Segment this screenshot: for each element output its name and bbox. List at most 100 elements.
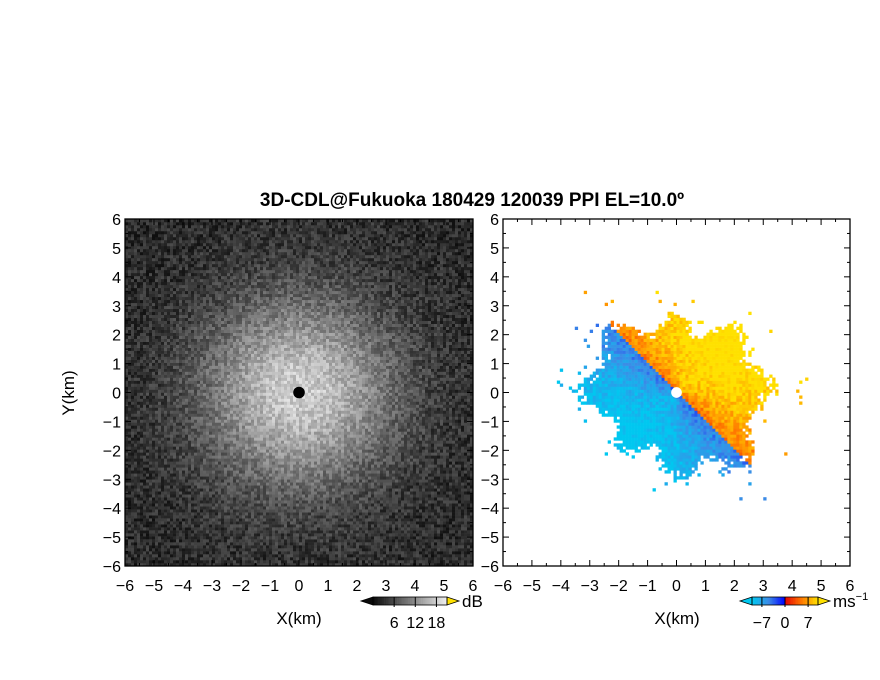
reflectivity-cell (152, 446, 156, 450)
reflectivity-cell (191, 506, 195, 510)
reflectivity-cell (158, 269, 162, 274)
reflectivity-cell (149, 554, 153, 558)
reflectivity-cell (224, 443, 228, 447)
reflectivity-cell (155, 530, 159, 534)
reflectivity-cell (245, 497, 249, 501)
reflectivity-cell (152, 329, 156, 333)
reflectivity-cell (251, 512, 255, 516)
reflectivity-cell (143, 470, 147, 474)
reflectivity-cell (146, 452, 150, 456)
reflectivity-cell (188, 428, 192, 432)
reflectivity-cell (230, 305, 234, 310)
reflectivity-cell (218, 443, 222, 447)
reflectivity-cell (212, 560, 216, 564)
reflectivity-cell (248, 359, 252, 363)
reflectivity-cell (137, 320, 141, 324)
reflectivity-cell (203, 272, 207, 277)
reflectivity-cell (197, 287, 201, 292)
reflectivity-cell (218, 509, 222, 513)
reflectivity-cell (143, 377, 147, 381)
reflectivity-cell (158, 323, 162, 327)
reflectivity-cell (137, 323, 141, 327)
reflectivity-cell (200, 521, 204, 525)
reflectivity-cell (239, 440, 243, 444)
reflectivity-cell (209, 431, 213, 435)
reflectivity-cell (170, 386, 174, 390)
reflectivity-cell (233, 263, 237, 268)
reflectivity-cell (131, 329, 135, 333)
reflectivity-cell (206, 272, 210, 277)
reflectivity-cell (137, 278, 141, 283)
reflectivity-cell (170, 446, 174, 450)
reflectivity-cell (239, 464, 243, 468)
reflectivity-cell (212, 425, 216, 429)
reflectivity-cell (182, 422, 186, 426)
reflectivity-cell (236, 482, 240, 486)
reflectivity-cell (203, 539, 207, 543)
reflectivity-cell (152, 512, 156, 516)
reflectivity-cell (182, 227, 186, 232)
reflectivity-cell (233, 374, 237, 378)
reflectivity-cell (188, 419, 192, 423)
reflectivity-cell (182, 467, 186, 471)
reflectivity-cell (143, 428, 147, 432)
reflectivity-cell (194, 437, 198, 441)
reflectivity-cell (242, 239, 246, 244)
reflectivity-cell (128, 302, 132, 307)
reflectivity-cell (236, 551, 240, 555)
reflectivity-cell (152, 371, 156, 375)
reflectivity-cell (245, 470, 249, 474)
reflectivity-cell (245, 257, 249, 262)
reflectivity-cell (146, 308, 150, 313)
reflectivity-cell (191, 542, 195, 546)
reflectivity-cell (233, 395, 237, 399)
reflectivity-cell (251, 233, 255, 238)
reflectivity-cell (152, 230, 156, 235)
reflectivity-cell (200, 434, 204, 438)
reflectivity-cell (146, 458, 150, 462)
reflectivity-cell (251, 263, 255, 268)
reflectivity-cell (251, 251, 255, 256)
reflectivity-cell (125, 407, 129, 411)
reflectivity-cell (164, 533, 168, 537)
reflectivity-cell (245, 251, 249, 256)
reflectivity-cell (182, 344, 186, 348)
reflectivity-cell (146, 344, 150, 348)
reflectivity-cell (137, 380, 141, 384)
reflectivity-cell (239, 338, 243, 342)
reflectivity-cell (143, 386, 147, 390)
reflectivity-cell (167, 431, 171, 435)
reflectivity-cell (161, 440, 165, 444)
reflectivity-cell (236, 500, 240, 504)
reflectivity-cell (239, 266, 243, 271)
reflectivity-cell (203, 554, 207, 558)
reflectivity-cell (173, 224, 177, 229)
reflectivity-cell (164, 236, 168, 241)
reflectivity-cell (191, 413, 195, 417)
reflectivity-cell (218, 548, 222, 552)
reflectivity-cell (158, 311, 162, 316)
reflectivity-cell (200, 509, 204, 513)
reflectivity-cell (230, 437, 234, 441)
reflectivity-cell (128, 347, 132, 351)
reflectivity-cell (134, 380, 138, 384)
reflectivity-cell (149, 536, 153, 540)
reflectivity-cell (143, 437, 147, 441)
reflectivity-cell (173, 476, 177, 480)
reflectivity-cell (239, 467, 243, 471)
reflectivity-cell (131, 320, 135, 324)
reflectivity-cell (173, 335, 177, 339)
reflectivity-cell (143, 461, 147, 465)
reflectivity-cell (236, 539, 240, 543)
reflectivity-cell (242, 554, 246, 558)
reflectivity-cell (155, 380, 159, 384)
reflectivity-cell (131, 476, 135, 480)
reflectivity-cell (161, 275, 165, 280)
reflectivity-cell (251, 311, 255, 316)
reflectivity-cell (227, 311, 231, 316)
reflectivity-cell (164, 410, 168, 414)
reflectivity-cell (140, 296, 144, 301)
reflectivity-cell (233, 365, 237, 369)
reflectivity-cell (248, 242, 252, 247)
reflectivity-cell (170, 227, 174, 232)
